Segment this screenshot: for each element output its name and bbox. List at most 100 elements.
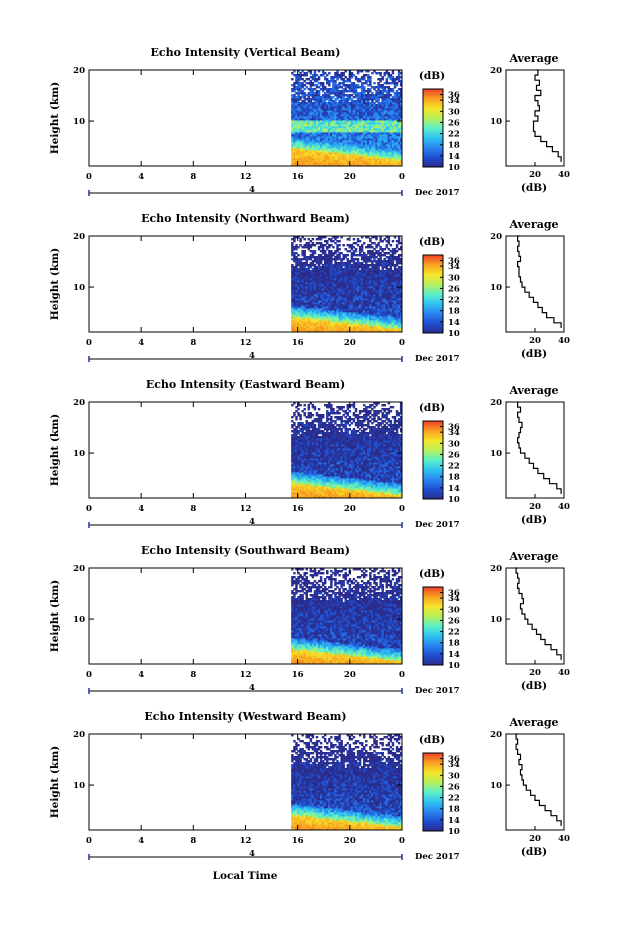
heatmap-cell (385, 278, 389, 281)
heatmap-cell (291, 270, 294, 273)
heatmap-cell (309, 272, 313, 275)
heatmap-cell (317, 96, 321, 99)
heatmap-cell (313, 160, 317, 163)
heatmap-cell (336, 266, 339, 269)
heatmap-cell (369, 330, 372, 333)
heatmap-cell (387, 106, 391, 109)
heatmap-cell (297, 286, 300, 289)
heatmap-cell (395, 304, 399, 307)
heatmap-cell (346, 90, 350, 93)
heatmap-cell (358, 94, 362, 97)
heatmap-cell (358, 92, 362, 95)
heatmap-cell (334, 260, 337, 263)
heatmap-cell (350, 270, 354, 273)
heatmap-cell (387, 96, 391, 99)
heatmap-cell (309, 128, 313, 131)
heatmap-cell (389, 310, 393, 313)
heatmap-cell (363, 138, 366, 141)
heatmap-cell (379, 292, 382, 295)
heatmap-cell (309, 298, 313, 301)
heatmap-cell (336, 298, 339, 301)
heatmap-cell (321, 322, 325, 325)
heatmap-cell (365, 282, 368, 285)
heatmap-cell (360, 160, 364, 163)
heatmap-cell (346, 298, 350, 301)
heatmap-cell (397, 282, 401, 285)
heatmap-cell (338, 146, 341, 149)
heatmap-cell (354, 270, 358, 273)
heatmap-cell (293, 108, 296, 111)
heatmap-cell (321, 96, 325, 99)
heatmap-cell (326, 300, 329, 303)
heatmap-cell (367, 492, 370, 495)
heatmap-cell (371, 106, 374, 109)
heatmap-cell (381, 296, 384, 299)
heatmap-cell (350, 98, 354, 101)
heatmap-cell (363, 108, 366, 111)
heatmap-cell (397, 326, 401, 329)
average-profile-line (517, 235, 562, 328)
heatmap-cell (323, 252, 327, 255)
heatmap-cell (391, 88, 395, 91)
heatmap-cell (367, 488, 370, 491)
heatmap-cell (301, 152, 304, 155)
heatmap-cell (346, 84, 350, 87)
heatmap-cell (293, 240, 296, 243)
heatmap-cell (301, 136, 304, 139)
heatmap-cell (360, 148, 364, 151)
heatmap-cell (373, 290, 376, 293)
heatmap-cell (367, 120, 370, 123)
heatmap-cell (326, 144, 329, 147)
heatmap-cell (389, 262, 393, 265)
heatmap-cell (336, 268, 339, 271)
heatmap-cell (323, 262, 327, 265)
heatmap-cell (334, 116, 337, 119)
heatmap-cell (367, 134, 370, 137)
heatmap-cell (352, 288, 356, 291)
heatmap-cell (297, 280, 300, 283)
heatmap-cell (352, 146, 356, 149)
heatmap-cell (311, 128, 315, 131)
heatmap-cell (291, 160, 294, 163)
heatmap-cell (295, 160, 298, 163)
heatmap-cell (295, 116, 298, 119)
heatmap-cell (391, 96, 395, 99)
heatmap-cell (389, 82, 393, 85)
heatmap-cell (373, 306, 376, 309)
heatmap-cell (367, 130, 370, 133)
heatmap-cell (365, 494, 368, 497)
heatmap-cell (373, 112, 376, 115)
heatmap-cell (330, 88, 333, 91)
heatmap-cell (332, 102, 335, 105)
heatmap-cell (350, 252, 354, 255)
heatmap-cell (336, 296, 339, 299)
heatmap-cell (346, 156, 350, 159)
heatmap-cell (303, 254, 306, 257)
heatmap-cell (373, 300, 376, 303)
heatmap-cell (326, 280, 329, 283)
heatmap-cell (391, 256, 395, 259)
heatmap-cell (323, 72, 327, 75)
heatmap-cell (338, 308, 341, 311)
heatmap-cell (317, 82, 321, 85)
heatmap-cell (344, 114, 347, 117)
heatmap-cell (360, 278, 364, 281)
heatmap-cell (319, 74, 323, 77)
heatmap-cell (334, 118, 337, 121)
heatmap-cell (393, 286, 397, 289)
heatmap-cell (399, 248, 403, 251)
heatmap-cell (381, 302, 384, 305)
heatmap-cell (338, 122, 341, 125)
heatmap-cell (330, 274, 333, 277)
heatmap-cell (295, 150, 298, 153)
heatmap-cell (352, 142, 356, 145)
heatmap-cell (309, 286, 313, 289)
heatmap-cell (303, 264, 306, 267)
heatmap-cell (321, 496, 325, 499)
heatmap-cell (291, 496, 294, 499)
heatmap-cell (328, 156, 331, 159)
heatmap-cell (328, 134, 331, 137)
heatmap-cell (356, 154, 360, 157)
heatmap-cell (389, 108, 393, 111)
heatmap-cell (299, 86, 302, 89)
